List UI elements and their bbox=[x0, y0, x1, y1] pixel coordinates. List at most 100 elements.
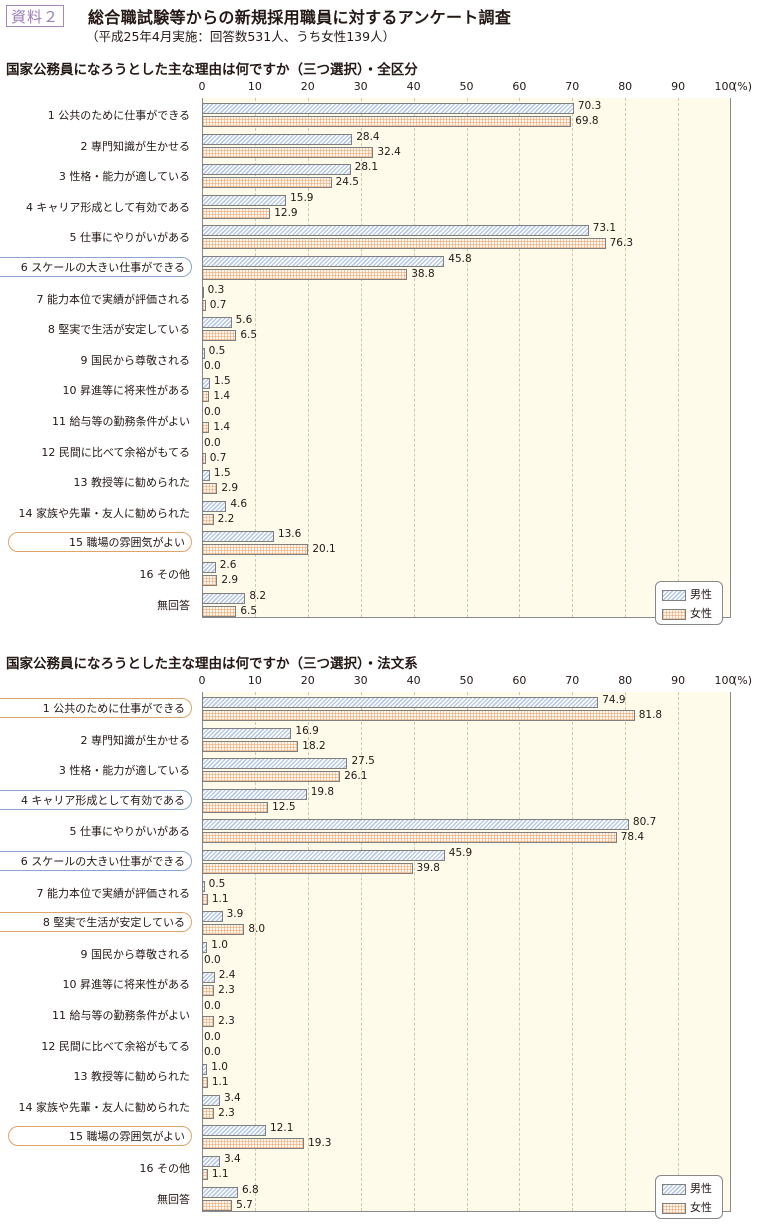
female-bar bbox=[202, 863, 413, 874]
female-value: 1.1 bbox=[211, 892, 229, 905]
category-label: 10 昇進等に将来性がある bbox=[62, 384, 191, 398]
category-label: 2 専門知識が生かせる bbox=[80, 139, 191, 153]
female-bar bbox=[202, 299, 206, 311]
x-axis-unit: (%) bbox=[733, 674, 753, 687]
legend-label: 男性 bbox=[690, 588, 712, 601]
male-bar bbox=[202, 225, 589, 237]
chart-row: 3 性格・能力が適している 27.5 26.1 bbox=[0, 755, 757, 786]
male-value: 13.6 bbox=[277, 528, 302, 541]
male-value: 27.5 bbox=[351, 755, 375, 768]
male-value: 2.4 bbox=[218, 969, 236, 982]
male-value: 0.0 bbox=[204, 1030, 221, 1043]
female-bar bbox=[202, 207, 271, 219]
male-bar bbox=[202, 256, 445, 267]
male-bar bbox=[202, 911, 223, 923]
chart-title: 国家公務員になろうとした主な理由は何ですか（三つ選択）・法文系 bbox=[6, 656, 418, 672]
male-bar bbox=[202, 347, 205, 359]
female-value: 0.7 bbox=[209, 451, 227, 464]
female-bar bbox=[202, 422, 210, 433]
male-bar bbox=[202, 194, 287, 206]
male-bar bbox=[202, 1186, 238, 1198]
female-bar bbox=[202, 483, 218, 495]
x-tick: 20 bbox=[300, 674, 315, 687]
male-bar bbox=[202, 788, 307, 800]
female-bar bbox=[202, 893, 208, 905]
male-value: 0.0 bbox=[204, 1000, 221, 1012]
category-label: 6 スケールの大きい仕事ができる bbox=[0, 257, 192, 277]
male-bar bbox=[202, 133, 353, 145]
male-value: 3.9 bbox=[226, 908, 244, 921]
category-label: 無回答 bbox=[157, 598, 190, 612]
female-bar bbox=[202, 177, 332, 189]
x-tick: 20 bbox=[300, 80, 315, 93]
female-bar bbox=[202, 1138, 305, 1150]
chart-row: 8 堅実で生活が安定している 5.6 6.5 bbox=[0, 314, 757, 345]
legend-label: 男性 bbox=[690, 1182, 712, 1195]
female-bar bbox=[202, 116, 572, 127]
gridline bbox=[413, 692, 415, 1211]
female-swatch-icon bbox=[662, 1202, 686, 1214]
x-tick: 70 bbox=[565, 80, 580, 93]
category-label: 16 その他 bbox=[139, 1162, 191, 1175]
chart-row: 2 専門知識が生かせる 28.4 32.4 bbox=[0, 131, 757, 162]
male-value: 4.6 bbox=[230, 497, 248, 510]
chart-row: 11 給与等の勤務条件がよい 0.0 1.4 bbox=[0, 406, 757, 437]
male-value: 1.5 bbox=[213, 467, 231, 480]
x-tick: 10 bbox=[247, 674, 262, 687]
category-label: 2 専門知識が生かせる bbox=[80, 733, 191, 747]
female-value: 0.0 bbox=[204, 359, 221, 372]
header-badge: 資料２ bbox=[6, 5, 64, 27]
male-bar bbox=[202, 378, 210, 390]
male-value: 3.4 bbox=[223, 1153, 241, 1165]
male-value: 6.8 bbox=[241, 1183, 259, 1196]
category-label: 7 能力本位で実績が評価される bbox=[36, 292, 191, 306]
x-tick: 70 bbox=[565, 674, 580, 687]
female-value: 24.5 bbox=[335, 176, 359, 189]
gridline bbox=[678, 692, 680, 1211]
legend-item-female: 女性 bbox=[662, 605, 712, 621]
male-value: 19.8 bbox=[310, 785, 335, 798]
male-bar bbox=[202, 103, 574, 114]
female-bar bbox=[202, 710, 635, 721]
chart-row: 7 能力本位で実績が評価される 0.3 0.7 bbox=[0, 284, 757, 315]
x-tick: 30 bbox=[353, 80, 368, 93]
legend-label: 女性 bbox=[690, 607, 712, 620]
female-value: 5.7 bbox=[236, 1198, 253, 1211]
female-bar bbox=[202, 1107, 215, 1119]
category-label: 16 その他 bbox=[139, 568, 191, 581]
female-value: 6.5 bbox=[240, 329, 258, 342]
female-value: 2.3 bbox=[218, 1106, 235, 1119]
chart-row: 10 昇進等に将来性がある 2.4 2.3 bbox=[0, 969, 757, 1000]
category-label: 15 職場の雰囲気がよい bbox=[8, 532, 192, 553]
female-value: 1.4 bbox=[213, 390, 231, 403]
male-value: 74.9 bbox=[602, 694, 626, 706]
female-bar bbox=[202, 801, 269, 813]
male-value: 3.4 bbox=[223, 1091, 241, 1104]
chart-row: 6 スケールの大きい仕事ができる 45.9 39.8 bbox=[0, 847, 757, 878]
chart-row: 16 その他 2.6 2.9 bbox=[0, 559, 757, 590]
chart-law-literature: 国家公務員になろうとした主な理由は何ですか（三つ選択）・法文系 0 10 20 30 40… bbox=[0, 652, 757, 1232]
female-bar bbox=[202, 1199, 233, 1211]
male-value: 73.1 bbox=[592, 222, 617, 235]
category-label: 1 公共のために仕事ができる bbox=[0, 698, 192, 718]
x-tick: 90 bbox=[671, 674, 686, 687]
x-axis: 0 10 20 30 40 50 60 70 80 90 100 (%) bbox=[0, 80, 757, 96]
chart-row: 13 教授等に勧められた 1.0 1.1 bbox=[0, 1061, 757, 1092]
female-value: 32.4 bbox=[377, 145, 401, 158]
x-tick: 0 bbox=[198, 80, 206, 93]
female-value: 8.0 bbox=[248, 923, 266, 936]
gridline bbox=[413, 98, 415, 617]
x-tick: 50 bbox=[459, 80, 474, 93]
female-bar bbox=[202, 740, 299, 752]
female-bar bbox=[202, 238, 606, 250]
x-tick: 30 bbox=[353, 674, 368, 687]
chart-row: 7 能力本位で実績が評価される 0.5 1.1 bbox=[0, 878, 757, 909]
chart-row: 11 給与等の勤務条件がよい 0.0 2.3 bbox=[0, 1000, 757, 1031]
x-tick: 50 bbox=[459, 674, 474, 687]
female-value: 2.2 bbox=[217, 512, 235, 525]
male-value: 28.1 bbox=[354, 161, 379, 174]
gridline bbox=[466, 692, 468, 1211]
gridline bbox=[254, 98, 256, 617]
category-label: 12 民間に比べて余裕がもてる bbox=[41, 1039, 190, 1053]
x-tick: 40 bbox=[406, 80, 421, 93]
